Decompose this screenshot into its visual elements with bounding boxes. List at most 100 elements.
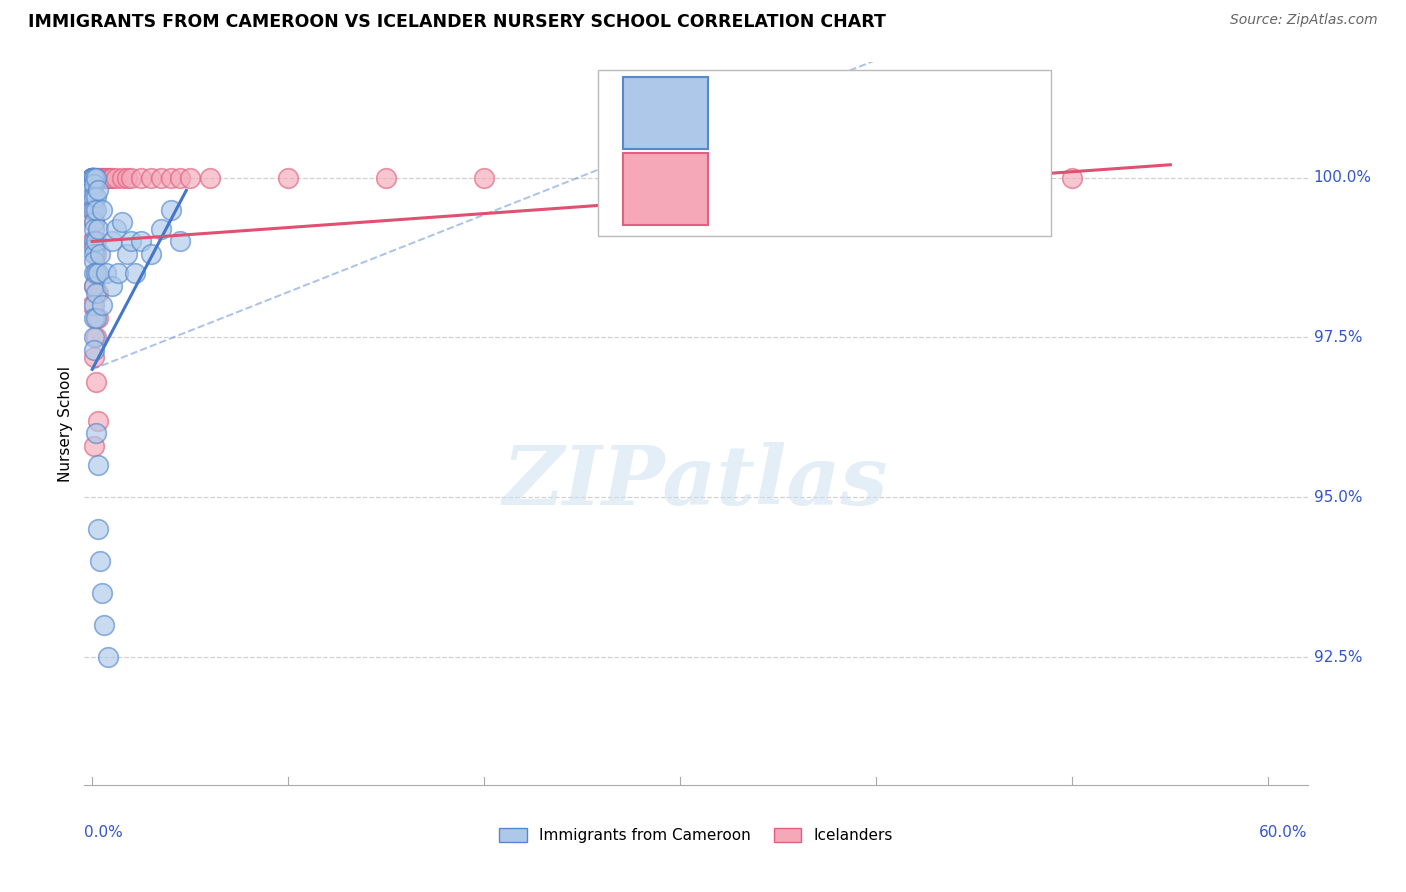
Point (83, 439, 105, 453)
FancyBboxPatch shape (598, 70, 1050, 235)
Point (84, 267, 107, 281)
Point (91, 170, 114, 185)
Point (82, 177, 104, 191)
Point (84, 202, 107, 217)
Text: Source: ZipAtlas.com: Source: ZipAtlas.com (1230, 13, 1378, 28)
Point (82, 298, 104, 312)
Point (149, 221, 172, 235)
Point (82, 170, 104, 185)
Point (375, 170, 398, 185)
Point (83, 279, 105, 293)
Point (83, 170, 105, 185)
Point (110, 215, 132, 229)
Point (117, 247, 139, 261)
Text: 100.0%: 100.0% (1313, 170, 1372, 185)
Point (82, 190, 104, 204)
Point (82, 170, 104, 185)
Point (83, 215, 105, 229)
Point (83, 221, 105, 235)
Point (91, 298, 114, 312)
Point (94, 170, 117, 185)
Point (83, 215, 105, 229)
Point (91, 202, 114, 217)
Point (98, 170, 121, 185)
Point (139, 247, 162, 261)
Point (84, 247, 107, 261)
FancyBboxPatch shape (623, 77, 709, 149)
Point (87, 413, 110, 427)
Point (110, 170, 132, 185)
Point (82, 170, 104, 185)
Point (169, 170, 191, 185)
Point (89, 554, 111, 568)
Point (82, 202, 104, 217)
Point (82, 170, 104, 185)
Point (87, 458, 110, 473)
Point (83, 177, 105, 191)
Point (277, 170, 299, 185)
Point (87, 285, 110, 300)
Point (84, 311, 107, 326)
Point (87, 311, 110, 326)
Point (87, 267, 110, 281)
Text: 0.0%: 0.0% (84, 825, 124, 839)
Point (124, 267, 146, 281)
Point (89, 170, 111, 185)
Text: 92.5%: 92.5% (1313, 649, 1362, 665)
Point (84, 330, 107, 344)
Point (101, 170, 124, 185)
Point (82, 170, 104, 185)
Point (83, 170, 105, 185)
Point (101, 279, 124, 293)
Point (83, 170, 105, 185)
Point (472, 170, 495, 185)
Point (83, 298, 105, 312)
Point (83, 241, 105, 255)
Point (83, 279, 105, 293)
Point (83, 311, 105, 326)
Point (669, 170, 692, 185)
Point (94, 267, 117, 281)
Point (1062, 170, 1084, 185)
Point (84, 190, 107, 204)
FancyBboxPatch shape (623, 153, 709, 225)
Point (84, 235, 107, 249)
Point (83, 235, 105, 249)
Text: R =  0.212    N = 59: R = 0.212 N = 59 (714, 107, 912, 126)
Point (159, 170, 181, 185)
Point (82, 183, 104, 197)
Point (84, 375, 107, 389)
Point (84, 267, 107, 281)
Point (87, 170, 110, 185)
Text: 60.0%: 60.0% (1260, 825, 1308, 839)
Point (149, 170, 172, 185)
Point (83, 267, 105, 281)
Point (120, 235, 142, 249)
Point (83, 350, 105, 364)
Point (198, 170, 221, 185)
Point (83, 253, 105, 268)
Point (89, 247, 111, 261)
Text: 95.0%: 95.0% (1313, 490, 1362, 505)
Point (83, 235, 105, 249)
Point (104, 170, 127, 185)
Point (97, 650, 120, 665)
Point (84, 170, 107, 185)
Point (159, 202, 181, 217)
Point (129, 170, 152, 185)
Point (84, 170, 107, 185)
Point (82, 202, 104, 217)
Point (91, 586, 114, 600)
Point (93, 618, 115, 632)
Legend: Immigrants from Cameroon, Icelanders: Immigrants from Cameroon, Icelanders (494, 822, 898, 849)
Point (83, 170, 105, 185)
Point (129, 235, 152, 249)
Point (87, 522, 110, 536)
Point (82, 170, 104, 185)
Point (83, 330, 105, 344)
Point (139, 170, 162, 185)
Point (107, 267, 129, 281)
Text: R =  0.359    N = 45: R = 0.359 N = 45 (714, 183, 912, 202)
Point (101, 235, 124, 249)
Text: 97.5%: 97.5% (1313, 330, 1362, 345)
